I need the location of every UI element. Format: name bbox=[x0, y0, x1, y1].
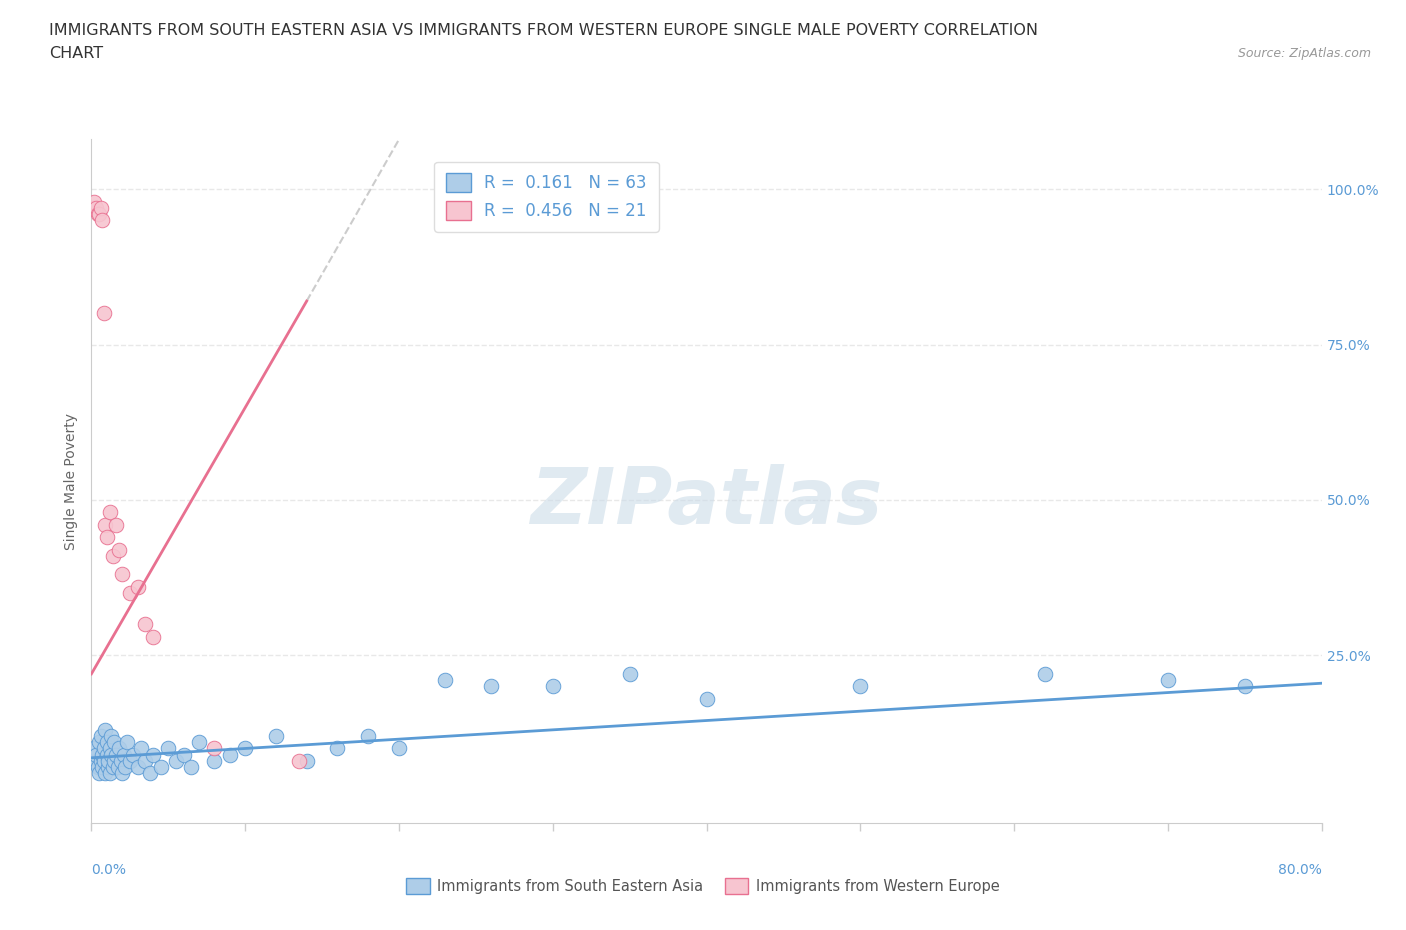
Point bbox=[82, 753, 104, 768]
Point bbox=[619, 667, 641, 682]
Point bbox=[86, 760, 108, 775]
Point bbox=[149, 760, 172, 775]
Point bbox=[114, 760, 136, 775]
Text: IMMIGRANTS FROM SOUTH EASTERN ASIA VS IMMIGRANTS FROM WESTERN EUROPE SINGLE MALE: IMMIGRANTS FROM SOUTH EASTERN ASIA VS IM… bbox=[49, 23, 1038, 38]
Point bbox=[98, 741, 121, 756]
Point bbox=[108, 542, 131, 557]
Point bbox=[142, 748, 165, 763]
Point bbox=[101, 549, 124, 564]
Point bbox=[295, 753, 318, 768]
Point bbox=[326, 741, 349, 756]
Point bbox=[288, 753, 311, 768]
Point bbox=[434, 672, 457, 687]
Point bbox=[122, 748, 145, 763]
Point bbox=[94, 723, 117, 737]
Point bbox=[87, 206, 110, 221]
Point bbox=[118, 586, 141, 601]
Point bbox=[1033, 667, 1056, 682]
Point bbox=[100, 728, 122, 743]
Point bbox=[98, 766, 121, 781]
Point bbox=[94, 517, 117, 532]
Point bbox=[127, 760, 149, 775]
Point bbox=[202, 741, 225, 756]
Point bbox=[84, 748, 107, 763]
Point bbox=[188, 735, 211, 750]
Point bbox=[96, 530, 118, 545]
Point bbox=[91, 213, 114, 228]
Text: ZIPatlas: ZIPatlas bbox=[530, 464, 883, 539]
Point bbox=[165, 753, 187, 768]
Point bbox=[84, 201, 107, 216]
Point bbox=[97, 760, 120, 775]
Point bbox=[91, 760, 114, 775]
Text: 0.0%: 0.0% bbox=[91, 863, 127, 877]
Point bbox=[127, 579, 149, 594]
Point bbox=[103, 753, 125, 768]
Point bbox=[94, 766, 117, 781]
Point bbox=[129, 741, 152, 756]
Point bbox=[98, 505, 121, 520]
Point bbox=[107, 760, 129, 775]
Point bbox=[111, 766, 134, 781]
Point bbox=[111, 567, 134, 582]
Point bbox=[90, 753, 112, 768]
Point bbox=[157, 741, 180, 756]
Point bbox=[93, 741, 115, 756]
Point bbox=[218, 748, 240, 763]
Point bbox=[90, 728, 112, 743]
Point bbox=[139, 766, 162, 781]
Point bbox=[118, 753, 141, 768]
Legend: R =  0.161   N = 63, R =  0.456   N = 21: R = 0.161 N = 63, R = 0.456 N = 21 bbox=[434, 162, 658, 232]
Point bbox=[105, 517, 127, 532]
Point bbox=[134, 617, 156, 631]
Text: Source: ZipAtlas.com: Source: ZipAtlas.com bbox=[1237, 46, 1371, 60]
Point bbox=[96, 748, 118, 763]
Point bbox=[91, 748, 114, 763]
Point bbox=[90, 201, 112, 216]
Point bbox=[233, 741, 256, 756]
Point bbox=[1157, 672, 1180, 687]
Text: 80.0%: 80.0% bbox=[1278, 863, 1322, 877]
Point bbox=[115, 735, 138, 750]
Point bbox=[82, 201, 104, 216]
Point bbox=[93, 753, 115, 768]
Point bbox=[101, 760, 124, 775]
Point bbox=[97, 753, 120, 768]
Point bbox=[87, 766, 110, 781]
Legend: Immigrants from South Eastern Asia, Immigrants from Western Europe: Immigrants from South Eastern Asia, Immi… bbox=[401, 872, 1005, 899]
Point bbox=[479, 679, 502, 694]
Point bbox=[173, 748, 195, 763]
Y-axis label: Single Male Poverty: Single Male Poverty bbox=[65, 413, 79, 550]
Point bbox=[112, 748, 135, 763]
Text: CHART: CHART bbox=[49, 46, 103, 61]
Point bbox=[180, 760, 202, 775]
Point bbox=[108, 741, 131, 756]
Point bbox=[93, 306, 115, 321]
Point bbox=[388, 741, 411, 756]
Point bbox=[264, 728, 287, 743]
Point bbox=[142, 630, 165, 644]
Point bbox=[541, 679, 564, 694]
Point bbox=[83, 194, 105, 209]
Point bbox=[100, 748, 122, 763]
Point bbox=[96, 735, 118, 750]
Point bbox=[1233, 679, 1256, 694]
Point bbox=[357, 728, 380, 743]
Point bbox=[134, 753, 156, 768]
Point bbox=[103, 735, 125, 750]
Point bbox=[87, 735, 110, 750]
Point bbox=[849, 679, 872, 694]
Point bbox=[86, 206, 108, 221]
Point bbox=[202, 753, 225, 768]
Point bbox=[696, 691, 718, 706]
Point bbox=[83, 741, 105, 756]
Point bbox=[105, 748, 127, 763]
Point bbox=[110, 753, 132, 768]
